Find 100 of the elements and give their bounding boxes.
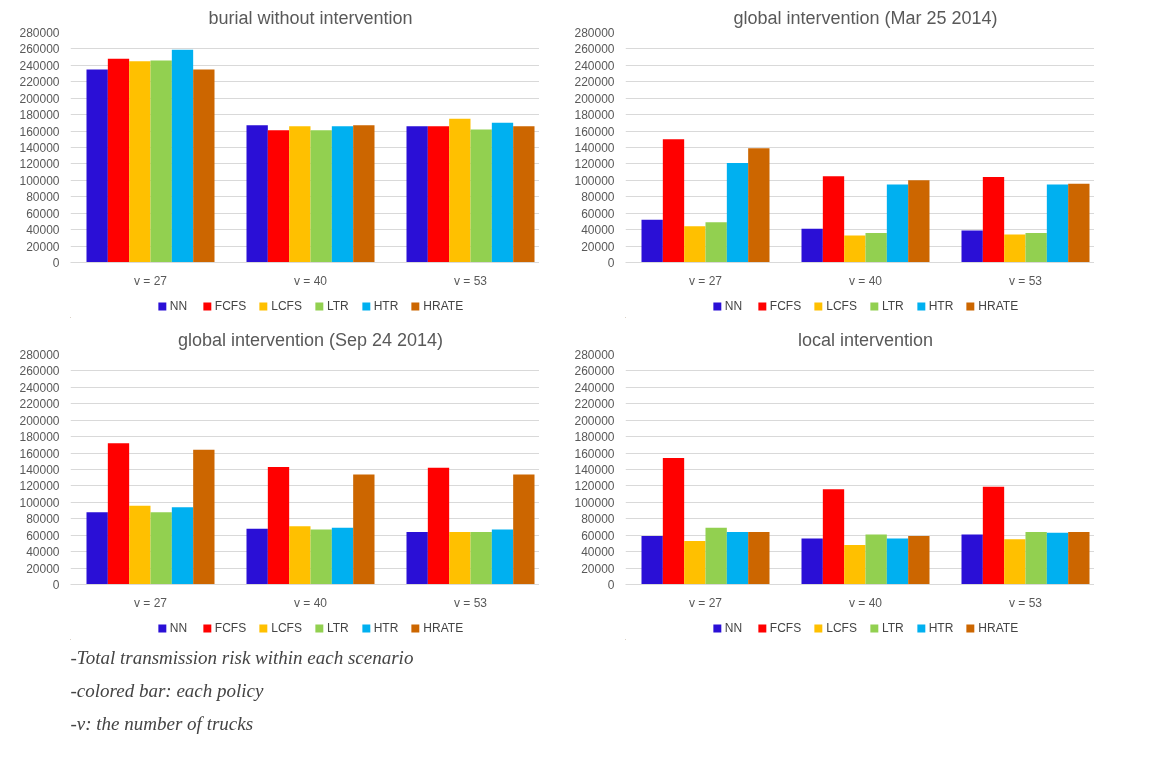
y-tick-label: 200000 [19, 91, 60, 106]
bar [1004, 539, 1026, 585]
bar [470, 129, 492, 263]
y-tick-label: 180000 [19, 430, 60, 445]
bar [748, 531, 770, 585]
bar [1025, 531, 1047, 585]
legend-label: LTR [881, 299, 904, 313]
y-tick-label: 40000 [581, 223, 615, 238]
y-tick-label: 20000 [26, 561, 60, 576]
legend-label: HTR [928, 299, 954, 313]
x-tick-label: v = 53 [453, 595, 488, 610]
legend-label: HRATE [978, 299, 1019, 313]
bar [844, 545, 866, 585]
y-tick-label: 20000 [581, 239, 615, 254]
y-tick-label: 20000 [26, 239, 60, 254]
bar [129, 61, 151, 263]
bar [1004, 234, 1026, 263]
bar [822, 489, 845, 585]
bar [641, 219, 663, 263]
y-tick-label: 0 [52, 256, 60, 270]
chart-title: local intervention [797, 329, 934, 350]
text: -Total transmission risk within each scenario [70, 646, 414, 668]
y-tick-label: 40000 [26, 223, 60, 238]
legend-label: LCFS [826, 621, 857, 635]
legend-label: LCFS [826, 299, 857, 313]
bar [908, 536, 930, 585]
legend-label: FCFS [214, 299, 247, 313]
legend-label: NN [169, 621, 189, 635]
bar [491, 529, 514, 585]
y-tick-label: 60000 [581, 206, 615, 221]
bar [748, 148, 770, 263]
bar [801, 228, 823, 263]
bar [449, 118, 471, 263]
y-tick-label: 200000 [574, 413, 615, 428]
bar [427, 467, 450, 585]
y-tick-label: 260000 [574, 42, 615, 57]
bar [982, 486, 1005, 585]
bar [150, 512, 172, 585]
bar [129, 505, 151, 585]
bar [1025, 232, 1047, 263]
y-tick-label: 120000 [19, 157, 60, 172]
bar [1046, 532, 1069, 585]
y-tick-label: 160000 [19, 446, 60, 461]
bar [267, 467, 290, 585]
bar [662, 458, 685, 585]
bar [865, 232, 887, 263]
y-tick-label: 100000 [19, 495, 60, 510]
bar [331, 527, 354, 585]
legend-label: NN [169, 299, 189, 313]
bar [908, 180, 930, 263]
bar [726, 163, 749, 263]
bar [705, 527, 727, 585]
bar [844, 235, 866, 263]
legend-label: FCFS [214, 621, 247, 635]
bar [353, 474, 375, 585]
bar [289, 526, 311, 585]
y-tick-label: 40000 [26, 545, 60, 560]
bar [86, 69, 108, 263]
legend-label: LCFS [271, 621, 302, 635]
y-tick-label: 140000 [19, 463, 60, 477]
y-tick-label: 160000 [19, 124, 60, 139]
legend-label: FCFS [769, 621, 802, 635]
bar [267, 130, 290, 263]
bar [353, 125, 375, 263]
bar [513, 126, 535, 263]
x-tick-label: v = 27 [133, 273, 168, 288]
x-tick-label: v = 27 [688, 595, 723, 610]
y-tick-label: 220000 [574, 75, 615, 90]
legend-label: HRATE [978, 621, 1019, 635]
bar [726, 531, 749, 585]
y-tick-label: 160000 [574, 446, 615, 461]
y-tick-label: 260000 [574, 364, 615, 379]
y-tick-label: 60000 [581, 528, 615, 543]
y-tick-label: 0 [52, 578, 60, 592]
y-tick-label: 180000 [19, 108, 60, 123]
bar [865, 534, 887, 585]
legend-label: FCFS [769, 299, 802, 313]
bar [310, 130, 332, 263]
x-tick-label: v = 53 [1008, 273, 1043, 288]
x-tick-label: v = 40 [293, 273, 328, 288]
y-tick-label: 120000 [574, 479, 615, 494]
legend-label: LTR [881, 621, 904, 635]
bar [406, 126, 428, 263]
x-tick-label: v = 53 [453, 273, 488, 288]
legend-label: HTR [928, 621, 954, 635]
y-tick-label: 160000 [574, 124, 615, 139]
legend-label: HRATE [423, 621, 464, 635]
y-tick-label: 100000 [574, 173, 615, 188]
bar [822, 176, 845, 263]
bar [705, 222, 727, 263]
chart-title: global intervention (Sep 24 2014) [177, 329, 444, 350]
y-tick-label: 220000 [19, 75, 60, 90]
bar [171, 507, 194, 585]
chart-title: burial without intervention [208, 7, 413, 28]
y-tick-label: 220000 [19, 397, 60, 412]
bar [193, 449, 215, 585]
y-tick-label: 80000 [26, 512, 60, 527]
bar [107, 443, 130, 585]
y-tick-label: 240000 [574, 380, 615, 395]
bar [86, 512, 108, 585]
